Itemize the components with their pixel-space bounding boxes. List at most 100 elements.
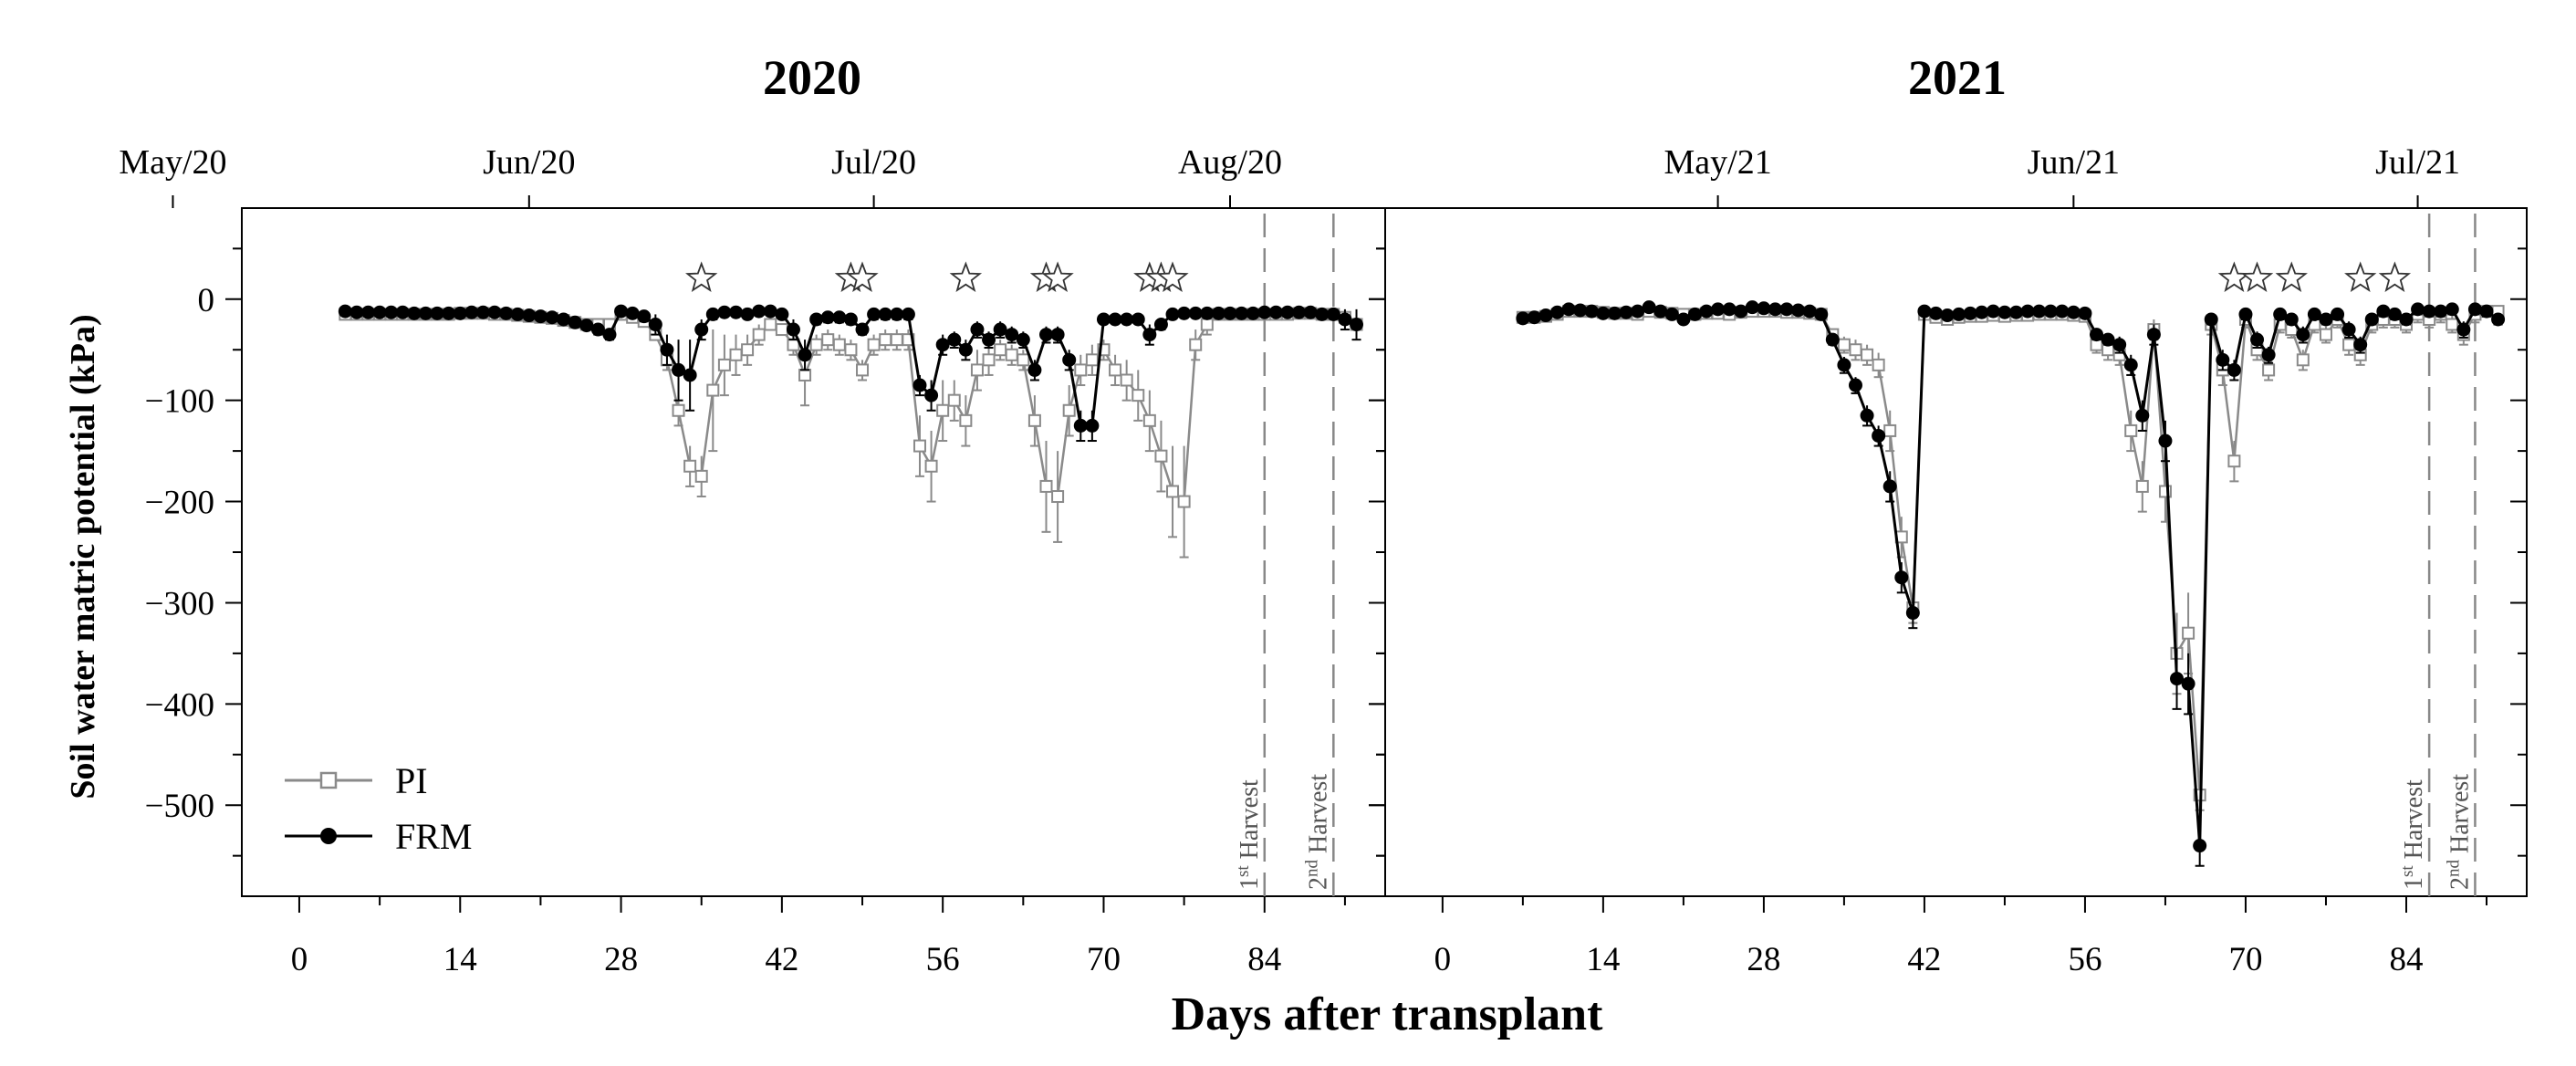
data-point-frm: [1676, 312, 1691, 327]
data-point-pi: [970, 363, 984, 377]
star-icon: [2217, 261, 2251, 292]
data-point-frm: [637, 309, 652, 324]
data-point-frm: [464, 305, 479, 319]
data-point-pi: [1062, 403, 1076, 417]
data-point-frm: [1096, 312, 1111, 327]
data-point-frm: [2216, 352, 2230, 367]
data-point-frm: [475, 305, 490, 319]
star-icon: [1041, 261, 1074, 292]
star-icon: [2344, 261, 2377, 292]
data-point-frm: [1905, 606, 1920, 621]
harvest-label: 2nd Harvest: [1302, 774, 1332, 890]
data-point-frm: [694, 322, 709, 337]
data-point-frm: [361, 305, 376, 319]
y-tick-label: −400: [145, 686, 214, 724]
date-tick-label: Jun/21: [2028, 143, 2120, 182]
star-icon: [2240, 261, 2274, 292]
data-point-pi: [994, 343, 1007, 357]
data-point-pi: [1142, 413, 1156, 427]
data-point-frm: [1940, 308, 1955, 323]
data-point-frm: [2319, 312, 2333, 327]
data-point-frm: [878, 307, 892, 321]
data-point-frm: [1257, 305, 1272, 319]
data-point-frm: [1165, 307, 1180, 321]
data-point-frm: [1848, 378, 1862, 392]
data-point-frm: [2456, 322, 2471, 337]
data-point-frm: [1108, 312, 1122, 327]
data-point-pi: [798, 368, 812, 381]
data-point-frm: [855, 322, 870, 337]
data-point-frm: [2411, 302, 2425, 317]
data-point-frm: [935, 338, 950, 352]
legend-label-pi: PI: [395, 760, 428, 801]
data-point-frm: [786, 322, 800, 337]
data-point-frm: [728, 305, 743, 319]
panel-2021: 0 14 28 42 56 70 84 May/21 Jun/21 Jul/21 1st Harve…: [1369, 143, 2528, 978]
data-point-frm: [1550, 305, 1565, 319]
data-point-pi: [821, 333, 835, 347]
data-point-frm: [1860, 408, 1874, 423]
data-point-frm: [2170, 672, 2185, 686]
data-point-frm: [2135, 408, 2150, 423]
data-point-frm: [522, 308, 537, 323]
data-point-frm: [843, 312, 858, 327]
data-point-frm: [1177, 306, 1192, 320]
data-point-frm: [832, 310, 847, 325]
legend-label-frm: FRM: [395, 816, 473, 857]
harvest-ordinal: 2: [2446, 877, 2474, 890]
data-point-frm: [901, 307, 915, 321]
data-point-pi: [2342, 338, 2356, 351]
series-line: [1522, 309, 2498, 796]
data-point-frm: [1303, 305, 1318, 319]
data-point-frm: [1561, 302, 1576, 317]
data-point-pi: [1883, 423, 1897, 437]
data-point-pi: [1189, 338, 1203, 351]
data-point-frm: [430, 306, 444, 320]
data-point-frm: [809, 312, 824, 327]
x-tick-label: 84: [2389, 941, 2423, 978]
data-point-frm: [2341, 322, 2356, 337]
data-point-frm: [1085, 418, 1100, 433]
harvest-ordinal-suffix: nd: [2444, 860, 2463, 878]
data-point-pi: [856, 363, 870, 377]
data-point-frm: [913, 378, 927, 392]
harvest-word: Harvest: [1236, 779, 1264, 865]
data-point-frm: [1584, 304, 1599, 319]
data-point-pi: [982, 353, 996, 367]
data-point-frm: [579, 319, 594, 333]
data-point-pi: [1074, 363, 1088, 377]
data-point-frm: [1642, 300, 1656, 315]
y-tick-label: −300: [145, 585, 214, 622]
data-point-frm: [660, 342, 674, 357]
data-point-frm: [2227, 362, 2241, 377]
data-point-frm: [648, 318, 662, 332]
data-point-frm: [2055, 304, 2070, 319]
y-tick-label: −100: [145, 383, 214, 421]
data-point-pi: [2135, 479, 2149, 493]
data-point-frm: [1073, 418, 1088, 433]
data-point-frm: [2331, 307, 2345, 321]
data-point-frm: [1814, 307, 1829, 321]
data-point-frm: [1005, 328, 1019, 342]
data-point-frm: [1326, 307, 1340, 321]
data-point-frm: [1607, 306, 1622, 320]
star-icon: [1156, 261, 1189, 292]
data-point-frm: [590, 322, 605, 337]
data-point-frm: [625, 306, 640, 320]
data-point-pi: [1017, 353, 1030, 367]
date-tick-label: Jun/20: [483, 143, 575, 182]
data-point-frm: [510, 307, 525, 321]
data-point-frm: [2032, 304, 2047, 319]
data-point-frm: [1986, 304, 2000, 319]
data-point-frm: [1928, 306, 1943, 320]
harvest-word: Harvest: [2446, 774, 2474, 860]
data-point-frm: [2020, 304, 2035, 319]
data-point-frm: [2307, 307, 2321, 321]
data-point-frm: [1825, 332, 1840, 347]
data-point-frm: [1131, 312, 1145, 327]
legend-pi-marker: [319, 771, 338, 789]
date-tick-label: May/20: [119, 143, 226, 182]
data-point-frm: [338, 304, 352, 319]
panel-2020: 0 −100 −200 −300 −400 −500 0 14 28 42 56 70 84 May/20…: [119, 143, 1386, 978]
